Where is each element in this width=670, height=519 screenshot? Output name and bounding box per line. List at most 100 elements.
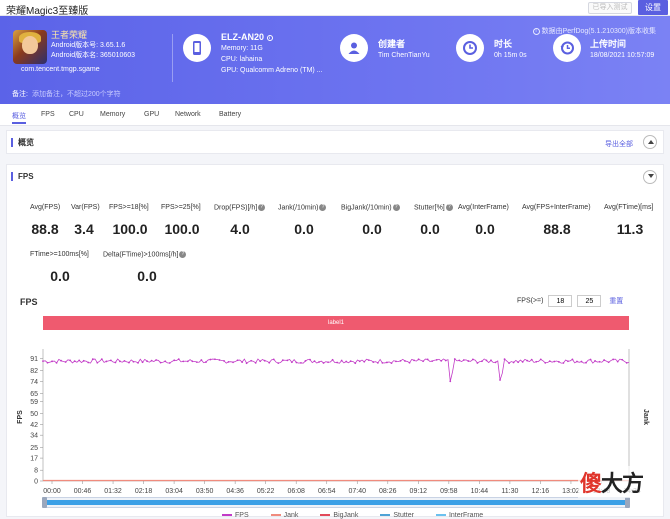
tab-fps[interactable]: FPS bbox=[41, 111, 55, 118]
app-info: 王者荣耀 Android版本号: 3.65.1.6 Android版本名: 36… bbox=[51, 30, 135, 61]
y-tick-label: 34 bbox=[30, 433, 38, 440]
fps-point bbox=[395, 360, 397, 363]
help-icon[interactable]: ? bbox=[179, 251, 187, 258]
fps-point bbox=[390, 362, 393, 365]
imported-test-button[interactable]: 已导入测试 bbox=[588, 2, 632, 14]
fps-point bbox=[449, 380, 452, 383]
fps-point bbox=[404, 360, 406, 362]
legend-item-interframe[interactable]: InterFrame bbox=[435, 512, 483, 519]
y-axis-label: FPS bbox=[17, 410, 24, 424]
tab-network[interactable]: Network bbox=[175, 111, 201, 118]
help-icon[interactable]: ? bbox=[445, 204, 453, 211]
x-tick-label: 03:50 bbox=[196, 488, 214, 495]
scrollbar-right-handle[interactable] bbox=[625, 497, 630, 508]
legend-item-jank[interactable]: Jank bbox=[270, 512, 298, 519]
fps-point bbox=[300, 361, 302, 364]
device-gpu: GPU: Qualcomm Adreno (TM) ... bbox=[221, 67, 323, 74]
fps-point bbox=[603, 359, 606, 361]
tab-cpu[interactable]: CPU bbox=[69, 111, 84, 118]
y-tick-label: 65 bbox=[30, 391, 38, 398]
fps-point bbox=[182, 360, 185, 363]
fps-point bbox=[521, 361, 524, 363]
x-tick-label: 01:32 bbox=[104, 488, 122, 495]
fps-threshold-b-input[interactable] bbox=[577, 295, 602, 307]
fps-point bbox=[381, 361, 384, 364]
clock-icon bbox=[456, 34, 484, 62]
time-range-scrollbar[interactable] bbox=[42, 497, 630, 508]
scrollbar-left-handle[interactable] bbox=[42, 497, 47, 508]
fps-point bbox=[51, 360, 53, 363]
stat-value: 100.0 bbox=[112, 221, 148, 237]
stat-label: Avg(FPS+InterFrame) bbox=[522, 204, 591, 211]
fps-point bbox=[42, 360, 44, 363]
fps-point bbox=[458, 359, 461, 362]
help-icon[interactable]: ? bbox=[258, 204, 266, 211]
legend-item-stutter[interactable]: Stutter bbox=[380, 512, 414, 519]
stat-label: FPS>=25[%] bbox=[161, 204, 201, 211]
tab-overview[interactable]: 概览 bbox=[12, 113, 26, 124]
y-tick-label: 17 bbox=[30, 456, 38, 463]
fps-point bbox=[490, 359, 492, 362]
device-memory: Memory: 11G bbox=[221, 45, 263, 52]
duration-value: 0h 15m 0s bbox=[494, 52, 527, 59]
fps-point bbox=[78, 359, 81, 362]
fps-point bbox=[435, 358, 438, 361]
scrollbar-thumb[interactable] bbox=[46, 500, 626, 505]
collapse-fps-icon[interactable] bbox=[643, 170, 657, 184]
tab-memory[interactable]: Memory bbox=[100, 111, 126, 118]
tab-gpu[interactable]: GPU bbox=[144, 111, 160, 118]
label-bar[interactable]: label1 bbox=[43, 316, 629, 330]
x-tick-label: 11:30 bbox=[501, 488, 518, 495]
fps-point bbox=[517, 361, 520, 364]
fps-point bbox=[109, 359, 112, 362]
stat-value: 0.0 bbox=[420, 221, 440, 237]
upload-label: 上传时间 bbox=[590, 39, 627, 49]
y-tick-label: 74 bbox=[30, 379, 38, 386]
fps-point bbox=[214, 358, 216, 361]
game-name: 王者荣耀 bbox=[51, 30, 88, 40]
x-tick-label: 10:44 bbox=[471, 488, 489, 495]
fps-point bbox=[159, 361, 162, 364]
fps-threshold-a-input[interactable] bbox=[548, 295, 573, 307]
collapse-overview-icon[interactable] bbox=[643, 135, 657, 149]
fps-point bbox=[553, 360, 556, 363]
y-tick-label: 82 bbox=[30, 368, 38, 375]
fps-point bbox=[186, 360, 189, 363]
fps-point bbox=[232, 361, 234, 364]
chart-title: FPS bbox=[20, 297, 38, 307]
settings-button[interactable]: 设置 bbox=[638, 0, 668, 15]
device-info-icon[interactable]: i bbox=[266, 34, 273, 41]
fps-point bbox=[268, 361, 271, 364]
fps-point bbox=[422, 360, 425, 363]
fps-point bbox=[64, 361, 67, 363]
fps-point bbox=[69, 359, 72, 362]
help-icon[interactable]: ? bbox=[319, 204, 327, 211]
fps-point bbox=[91, 358, 94, 361]
reset-link[interactable]: 重置 bbox=[609, 297, 624, 305]
fps-point bbox=[100, 358, 103, 361]
fps-point bbox=[444, 359, 447, 362]
fps-point bbox=[562, 362, 565, 364]
fps-point bbox=[539, 358, 542, 361]
legend-swatch bbox=[222, 514, 232, 517]
stat-label: FPS>=18[%] bbox=[109, 204, 149, 211]
fps-point bbox=[168, 362, 171, 364]
fps-point bbox=[376, 362, 379, 364]
fps-panel: FPS bbox=[6, 164, 664, 517]
legend-item-bigjank[interactable]: BigJank bbox=[320, 512, 358, 519]
tab-battery[interactable]: Battery bbox=[219, 111, 242, 118]
fps-point bbox=[453, 358, 456, 360]
watermark-logo: 傻大方 bbox=[578, 466, 646, 498]
fps-point bbox=[191, 360, 194, 363]
fps-point bbox=[526, 359, 529, 362]
fps-point bbox=[218, 359, 221, 361]
help-icon[interactable]: ? bbox=[392, 204, 400, 211]
note-input[interactable]: 添加备注，不超过200个字符 bbox=[31, 91, 121, 98]
fps-point bbox=[164, 360, 167, 363]
chart-legend: FPS Jank BigJank Stutter InterFrame bbox=[222, 512, 505, 519]
fps-point bbox=[616, 360, 619, 363]
window-title: 荣耀Magic3至臻版 bbox=[6, 6, 89, 17]
export-all-link[interactable]: 导出全部 bbox=[605, 141, 633, 148]
overview-title: 概览 bbox=[11, 138, 34, 147]
legend-item-fps[interactable]: FPS bbox=[222, 512, 249, 519]
